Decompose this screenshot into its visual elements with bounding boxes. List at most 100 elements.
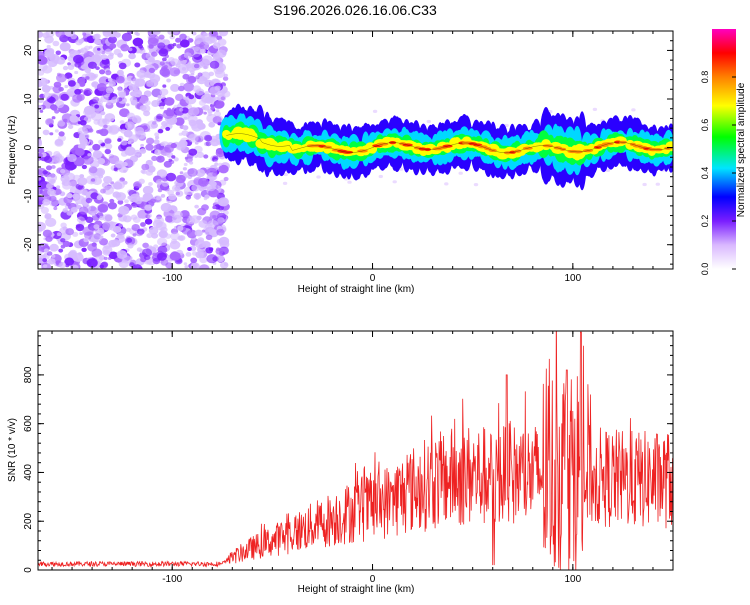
noise-speck: [154, 149, 162, 156]
noise-speck: [166, 78, 172, 83]
noise-speck: [216, 49, 227, 58]
noise-speck: [199, 48, 206, 54]
noise-speck: [146, 120, 158, 130]
noise-speck: [150, 198, 156, 204]
noise-speck: [183, 262, 188, 266]
noise-speck: [218, 164, 229, 174]
spectrogram-ylabel: Frequency (Hz): [7, 116, 18, 185]
noise-speck: [120, 140, 128, 146]
noise-speck: [148, 182, 153, 186]
noise-speck: [67, 124, 74, 129]
noise-speck: [171, 238, 178, 244]
noise-speck: [115, 75, 125, 84]
noise-speck: [54, 129, 59, 133]
noise-speck: [84, 45, 90, 51]
colorbar-ticks: 0.0 0.2 0.4 0.6 0.8: [700, 71, 736, 275]
faint-speck: [631, 108, 636, 112]
noise-speck: [134, 183, 141, 189]
noise-speck: [38, 77, 49, 87]
noise-speck: [72, 252, 84, 262]
noise-speck: [160, 142, 165, 147]
noise-speck: [168, 158, 173, 162]
noise-speck: [71, 264, 79, 269]
noise-speck: [104, 113, 116, 122]
noise-speck: [38, 31, 44, 38]
noise-speck: [195, 251, 204, 259]
noise-speck: [212, 116, 222, 124]
noise-speck: [220, 261, 229, 269]
noise-speck: [149, 74, 161, 83]
noise-speck: [62, 181, 72, 190]
noise-speck: [92, 96, 100, 103]
noise-speck: [97, 158, 106, 165]
noise-speck: [74, 88, 82, 95]
noise-speck: [157, 237, 168, 246]
noise-speck: [151, 100, 160, 107]
noise-speck: [51, 105, 58, 111]
noise-speck: [132, 216, 141, 223]
noise-speck: [38, 69, 45, 76]
noise-speck: [153, 144, 160, 150]
noise-speck: [67, 80, 76, 87]
noise-speck: [186, 76, 196, 85]
noise-speck: [165, 126, 171, 131]
noise-speck: [108, 124, 120, 134]
noise-speck: [75, 39, 83, 46]
noise-speck: [167, 43, 175, 50]
noise-speck: [99, 128, 109, 137]
noise-speck: [156, 113, 164, 120]
noise-speck: [156, 155, 165, 163]
noise-speck: [187, 133, 199, 143]
noise-speck: [182, 125, 189, 131]
noise-speck: [118, 205, 130, 215]
noise-speck: [217, 217, 225, 224]
noise-speck: [207, 108, 213, 114]
noise-speck: [127, 243, 134, 249]
noise-speck: [187, 247, 192, 251]
noise-speck: [108, 251, 118, 260]
noise-speck: [55, 100, 65, 109]
band-blob: [247, 131, 258, 142]
noise-speck: [193, 63, 200, 69]
noise-speck: [136, 70, 146, 78]
noise-speck: [215, 109, 220, 113]
noise-speck: [196, 40, 201, 45]
noise-speck: [198, 264, 210, 269]
noise-speck: [131, 203, 138, 208]
noise-speck: [77, 177, 88, 186]
noise-speck: [210, 229, 217, 234]
noise-speck: [49, 243, 59, 252]
noise-speck: [148, 226, 159, 235]
noise-speck: [38, 187, 43, 195]
faint-speck: [655, 182, 660, 186]
noise-speck: [162, 39, 170, 46]
noise-speck: [117, 199, 124, 205]
noise-speck: [38, 170, 43, 175]
noise-speck: [62, 65, 69, 71]
noise-speck: [115, 193, 122, 198]
noise-speck: [154, 132, 160, 137]
noise-speck: [82, 155, 94, 165]
snr-panel: -100 0 100 0 200 400 600 800 Height of straight…: [7, 330, 674, 595]
noise-speck: [116, 250, 128, 259]
noise-speck: [45, 183, 53, 189]
noise-speck: [65, 228, 74, 236]
noise-speck: [185, 252, 192, 257]
noise-region: [38, 31, 666, 269]
noise-speck: [99, 69, 106, 75]
noise-speck: [141, 163, 150, 171]
noise-speck: [138, 178, 145, 184]
noise-speck: [188, 119, 197, 127]
noise-speck: [51, 116, 56, 120]
noise-speck: [45, 235, 53, 242]
noise-speck: [105, 70, 112, 76]
x-tick-label: 0: [370, 574, 376, 585]
noise-speck: [119, 120, 125, 125]
noise-speck: [47, 188, 56, 196]
noise-speck: [133, 149, 141, 156]
noise-speck: [45, 217, 57, 227]
y-tick-label: 10: [23, 93, 34, 105]
faint-speck: [458, 171, 463, 175]
noise-speck: [42, 199, 51, 206]
